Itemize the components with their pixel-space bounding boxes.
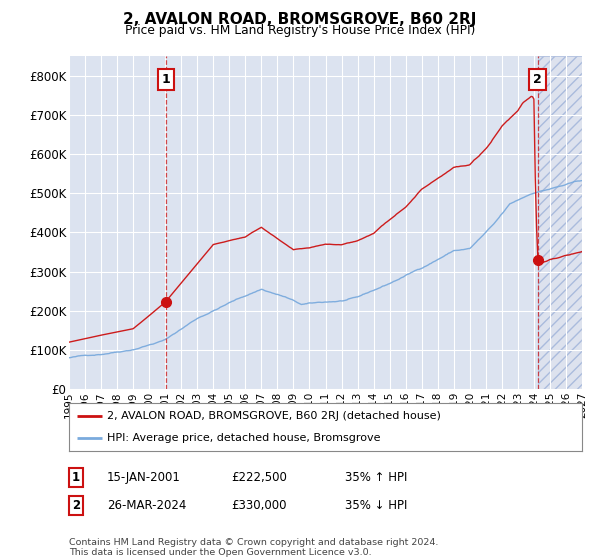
Text: 35% ↑ HPI: 35% ↑ HPI: [345, 470, 407, 484]
Text: 2, AVALON ROAD, BROMSGROVE, B60 2RJ (detached house): 2, AVALON ROAD, BROMSGROVE, B60 2RJ (det…: [107, 411, 442, 421]
Text: 2: 2: [533, 73, 542, 86]
Text: 1: 1: [72, 470, 80, 484]
Text: £222,500: £222,500: [231, 470, 287, 484]
Text: 1: 1: [161, 73, 170, 86]
Text: 26-MAR-2024: 26-MAR-2024: [107, 498, 186, 512]
Text: 2: 2: [72, 498, 80, 512]
Text: £330,000: £330,000: [231, 498, 287, 512]
Text: 35% ↓ HPI: 35% ↓ HPI: [345, 498, 407, 512]
Bar: [538, 56, 582, 389]
Bar: [538, 56, 582, 389]
Text: HPI: Average price, detached house, Bromsgrove: HPI: Average price, detached house, Brom…: [107, 433, 381, 443]
Text: 2, AVALON ROAD, BROMSGROVE, B60 2RJ: 2, AVALON ROAD, BROMSGROVE, B60 2RJ: [124, 12, 476, 27]
Text: Contains HM Land Registry data © Crown copyright and database right 2024.
This d: Contains HM Land Registry data © Crown c…: [69, 538, 439, 557]
Text: Price paid vs. HM Land Registry's House Price Index (HPI): Price paid vs. HM Land Registry's House …: [125, 24, 475, 37]
Text: 15-JAN-2001: 15-JAN-2001: [107, 470, 181, 484]
